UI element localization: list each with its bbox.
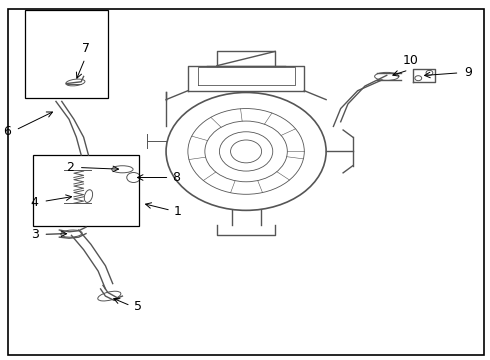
Text: 4: 4: [30, 195, 39, 209]
Text: 2: 2: [66, 161, 74, 174]
Text: 6: 6: [3, 125, 11, 138]
Text: 10: 10: [403, 54, 419, 67]
Text: 3: 3: [30, 228, 39, 241]
Bar: [33, 155, 139, 226]
Text: 1: 1: [173, 204, 181, 217]
Text: 7: 7: [82, 42, 90, 55]
Text: 8: 8: [172, 171, 180, 184]
Text: 5: 5: [134, 300, 142, 313]
Text: 9: 9: [465, 66, 472, 79]
Bar: [25, 10, 108, 98]
